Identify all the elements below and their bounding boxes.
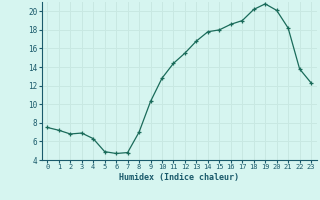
X-axis label: Humidex (Indice chaleur): Humidex (Indice chaleur) — [119, 173, 239, 182]
